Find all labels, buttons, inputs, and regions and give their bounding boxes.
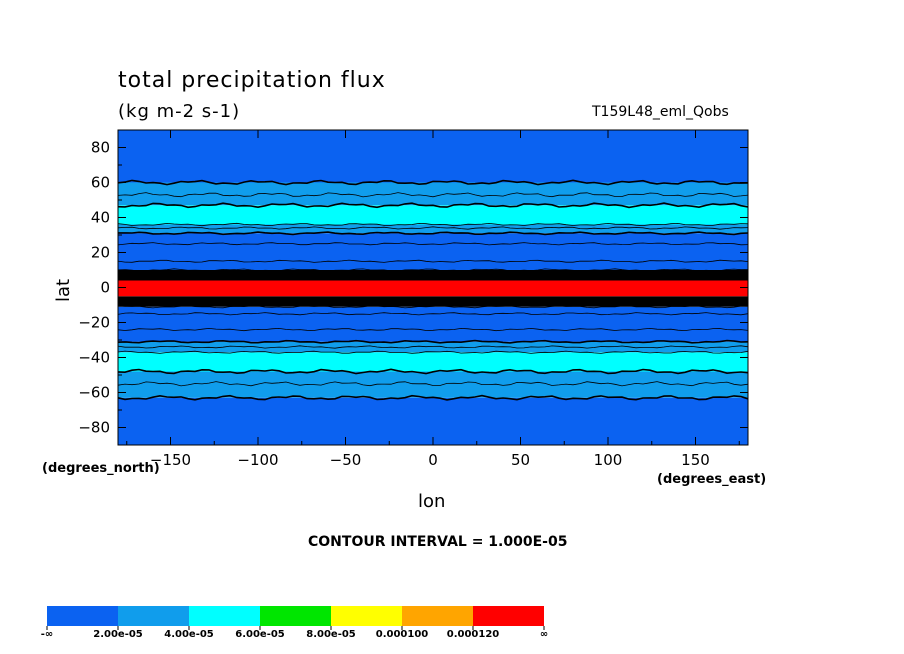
band-5 — [118, 296, 748, 307]
band-9 — [118, 224, 748, 234]
contour-line-17 — [117, 179, 749, 186]
x-tick-label-6: 150 — [681, 451, 710, 469]
band-12 — [118, 130, 748, 183]
x-axis-label: lon — [418, 491, 446, 512]
colorbar-swatch-1 — [118, 606, 189, 626]
contour-line-3 — [117, 350, 749, 354]
contour-line-15 — [117, 202, 749, 209]
y-tick-label-3: −20 — [78, 314, 110, 332]
band-4 — [118, 306, 748, 342]
y-tick-label-6: 40 — [91, 209, 110, 227]
contour-line-7 — [117, 312, 749, 316]
contour-line-10 — [117, 259, 749, 263]
contour-line-14 — [117, 222, 749, 227]
y-tick-label-5: 20 — [91, 244, 110, 262]
x-tick-label-4: 50 — [511, 451, 530, 469]
contour-line-11 — [117, 242, 749, 246]
colorbar-swatch-2 — [189, 606, 260, 626]
x-tick-label-1: −100 — [237, 451, 278, 469]
run-id-label: T159L48_eml_Qobs — [592, 104, 729, 120]
contour-interval-label: CONTOUR INTERVAL = 1.000E-05 — [308, 534, 568, 550]
contour-line-4 — [117, 345, 749, 349]
y-tick-label-0: −80 — [78, 419, 110, 437]
x-units-label: (degrees_east) — [657, 472, 767, 487]
band-3 — [118, 341, 748, 353]
contour-line-6 — [117, 327, 749, 332]
colorbar-label-5: 0.000100 — [375, 629, 429, 640]
y-tick-label-4: 0 — [100, 279, 110, 297]
y-units-label: (degrees_north) — [42, 461, 160, 476]
contour-line-16 — [117, 192, 749, 198]
colorbar-swatch-6 — [473, 606, 544, 626]
band-10 — [118, 205, 748, 225]
y-tick-label-1: −60 — [78, 384, 110, 402]
contour-line-1 — [117, 381, 749, 387]
chart-title: total precipitation flux — [118, 68, 386, 93]
chart-units: (kg m-2 s-1) — [118, 101, 241, 122]
y-tick-label-8: 80 — [91, 139, 110, 157]
colorbar-label-3: 6.00e-05 — [235, 629, 285, 640]
contour-line-5 — [117, 339, 749, 344]
x-tick-label-0: −150 — [150, 451, 191, 469]
band-8 — [118, 233, 748, 270]
contour-line-0 — [117, 394, 749, 401]
colorbar-label-6: 0.000120 — [446, 629, 500, 640]
contour-line-12 — [118, 231, 749, 236]
colorbar-swatch-5 — [402, 606, 473, 626]
y-tick-label-7: 60 — [91, 174, 110, 192]
colorbar-swatch-4 — [331, 606, 402, 626]
colorbar-label-7: ∞ — [539, 629, 549, 640]
x-tick-label-2: −50 — [330, 451, 362, 469]
x-tick-label-3: 0 — [428, 451, 438, 469]
band-2 — [118, 352, 748, 372]
contour-line-8 — [117, 305, 749, 309]
y-axis-label: lat — [53, 278, 74, 302]
band-11 — [118, 182, 748, 206]
contour-line-9 — [117, 268, 749, 272]
colorbar-label-1: 2.00e-05 — [93, 629, 143, 640]
contour-line-2 — [117, 368, 749, 375]
x-tick-label-5: 100 — [594, 451, 623, 469]
colorbar-label-4: 8.00e-05 — [306, 629, 356, 640]
colorbar-swatch-0 — [47, 606, 118, 626]
band-7 — [118, 270, 748, 281]
y-tick-label-2: −40 — [78, 349, 110, 367]
band-1 — [118, 371, 748, 398]
colorbar-label-0: -∞ — [40, 629, 54, 640]
colorbar-swatch-3 — [260, 606, 331, 626]
band-6 — [118, 280, 748, 297]
contour-line-13 — [117, 226, 749, 230]
colorbar-label-2: 4.00e-05 — [164, 629, 214, 640]
